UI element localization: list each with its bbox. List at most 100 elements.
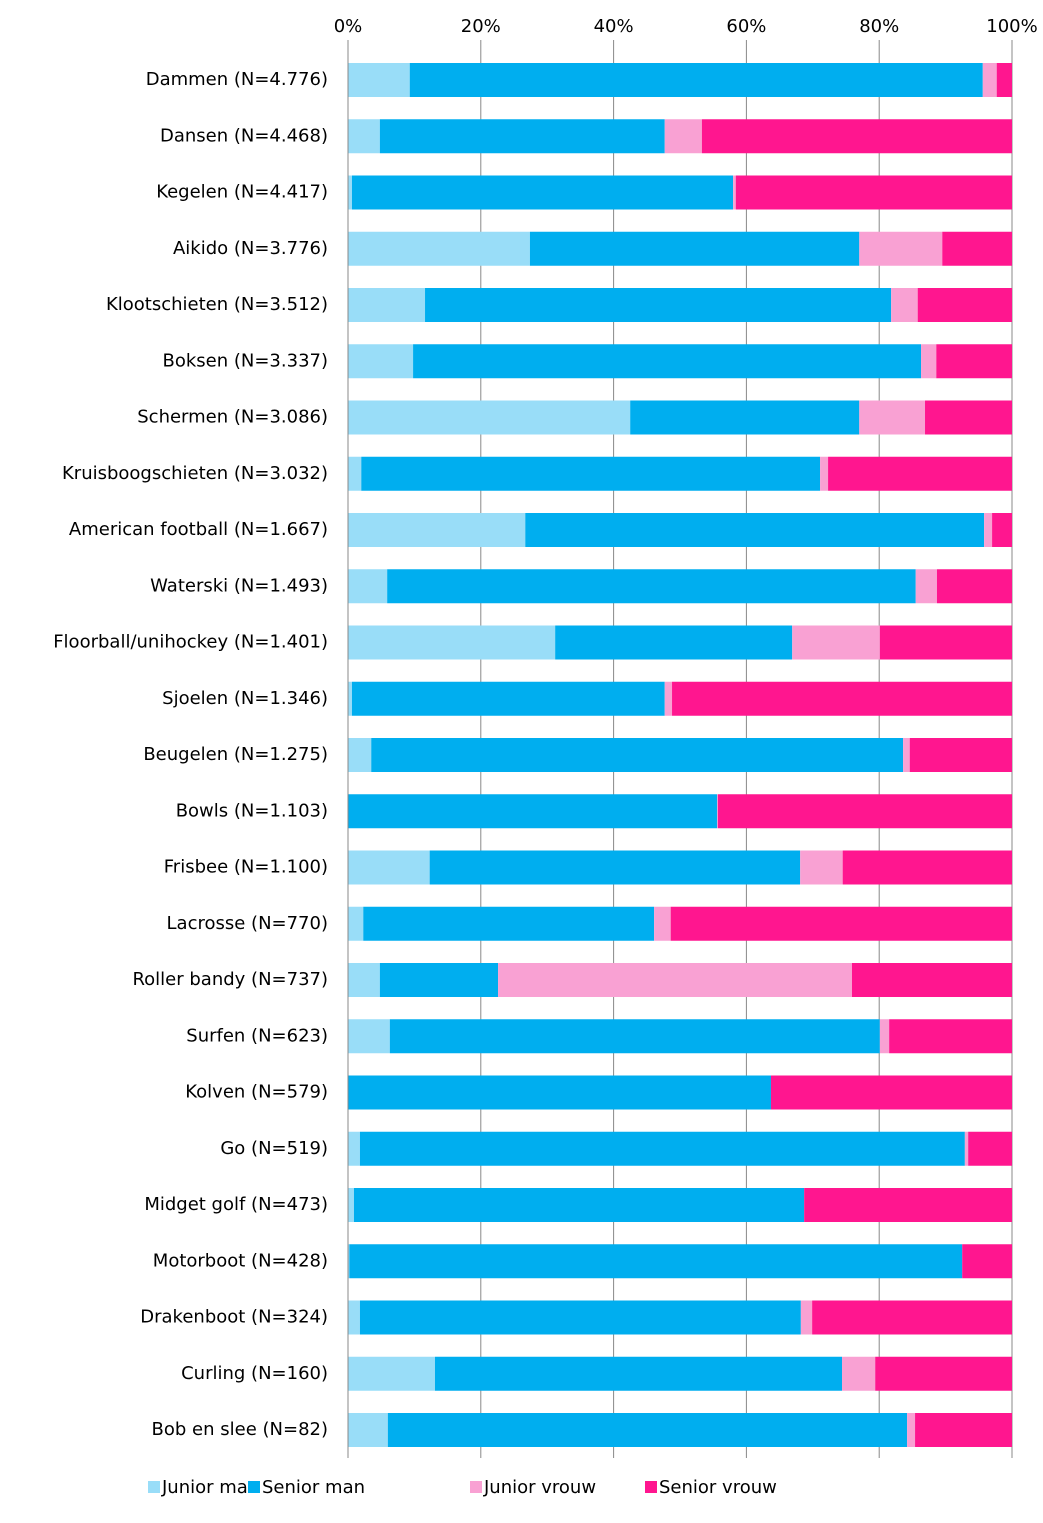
bar-segment bbox=[348, 175, 352, 210]
bar-segment bbox=[800, 850, 843, 885]
legend-label: Senior vrouw bbox=[659, 1477, 777, 1498]
bar-segment bbox=[409, 63, 983, 97]
bar-segment bbox=[348, 1356, 435, 1391]
legend-swatch bbox=[148, 1481, 160, 1493]
bar-segment bbox=[936, 569, 1012, 604]
bar-segment bbox=[348, 1188, 354, 1222]
y-tick-label: Schermen (N=3.086) bbox=[137, 407, 328, 428]
bar-segment bbox=[389, 1019, 880, 1054]
legend-label: Junior man bbox=[161, 1477, 259, 1498]
bar-segment bbox=[735, 175, 1012, 210]
x-tick-label: 40% bbox=[594, 16, 634, 37]
bar-segment bbox=[348, 231, 530, 266]
bar-segment bbox=[733, 175, 736, 210]
y-tick-label: Midget golf (N=473) bbox=[144, 1194, 328, 1215]
bar-segment bbox=[348, 119, 380, 154]
bar-segment bbox=[348, 344, 414, 379]
bar-segment bbox=[968, 1131, 1012, 1166]
bar-segment bbox=[348, 906, 364, 941]
y-tick-label: Klootschieten (N=3.512) bbox=[106, 294, 328, 315]
bar-segment bbox=[348, 456, 362, 491]
y-tick-label: Curling (N=160) bbox=[181, 1363, 328, 1384]
y-tick-label: Surfen (N=623) bbox=[186, 1025, 328, 1046]
bar-segment bbox=[800, 1300, 813, 1335]
y-tick-label: Dansen (N=4.468) bbox=[160, 125, 328, 146]
bar-segment bbox=[828, 456, 1012, 491]
bar-segment bbox=[348, 625, 556, 660]
x-tick-label: 80% bbox=[859, 16, 899, 37]
bar-segment bbox=[936, 344, 1012, 379]
bar-segment bbox=[363, 906, 655, 941]
bar-segment bbox=[879, 625, 1012, 660]
bar-segment bbox=[992, 513, 1012, 547]
bar-segment bbox=[804, 1188, 1012, 1222]
y-tick-label: Kruisboogschieten (N=3.032) bbox=[62, 463, 328, 484]
bar-segment bbox=[348, 1075, 771, 1110]
bar-segment bbox=[348, 1019, 390, 1054]
bar-segment bbox=[915, 569, 937, 604]
bar-segment bbox=[555, 625, 793, 660]
bar-segment bbox=[770, 1075, 1012, 1110]
bar-segment bbox=[434, 1356, 843, 1391]
bar-segment bbox=[351, 175, 734, 210]
y-tick-label: Frisbee (N=1.100) bbox=[164, 857, 328, 878]
bar-segment bbox=[982, 63, 997, 97]
bar-segment bbox=[359, 1300, 801, 1335]
legend-label: Senior man bbox=[262, 1477, 365, 1498]
bar-segment bbox=[875, 1356, 1012, 1391]
bar-segment bbox=[348, 1413, 388, 1447]
y-tick-label: Floorball/unihockey (N=1.401) bbox=[53, 632, 328, 653]
bar-segment bbox=[962, 1244, 1012, 1279]
bar-segment bbox=[889, 1019, 1012, 1054]
bar-segment bbox=[348, 963, 380, 997]
bar-segment bbox=[353, 1188, 805, 1222]
bar-segment bbox=[429, 850, 801, 885]
y-tick-label: Go (N=519) bbox=[220, 1138, 328, 1159]
bar-segment bbox=[717, 794, 1012, 829]
y-tick-label: Dammen (N=4.776) bbox=[146, 69, 328, 90]
bar-segment bbox=[348, 1300, 360, 1335]
bar-segment bbox=[348, 63, 410, 97]
x-tick-label: 20% bbox=[461, 16, 501, 37]
bar-segment bbox=[907, 1413, 916, 1447]
y-tick-label: Boksen (N=3.337) bbox=[163, 350, 329, 371]
x-tick-label: 0% bbox=[334, 16, 363, 37]
bar-segment bbox=[942, 231, 1012, 266]
bar-segment bbox=[348, 1131, 360, 1166]
bar-segment bbox=[348, 850, 430, 885]
bar-segment bbox=[909, 738, 1012, 772]
y-tick-label: Drakenboot (N=324) bbox=[140, 1307, 328, 1328]
bar-segment bbox=[387, 1413, 908, 1447]
bar-segment bbox=[917, 288, 1012, 322]
bar-segment bbox=[361, 456, 821, 491]
y-tick-label: Bob en slee (N=82) bbox=[152, 1419, 328, 1440]
y-tick-label: Kegelen (N=4.417) bbox=[156, 182, 328, 203]
bar-segment bbox=[348, 288, 426, 322]
bar-segment bbox=[348, 794, 718, 829]
bar-segment bbox=[349, 1244, 963, 1279]
y-tick-label: Lacrosse (N=770) bbox=[167, 913, 328, 934]
bar-segment bbox=[842, 1356, 876, 1391]
bar-segment bbox=[630, 400, 860, 435]
bar-segment bbox=[812, 1300, 1012, 1335]
bar-segment bbox=[359, 1131, 965, 1166]
bar-segment bbox=[348, 513, 526, 547]
y-tick-label: Waterski (N=1.493) bbox=[150, 575, 328, 596]
bar-segment bbox=[903, 738, 910, 772]
bar-segment bbox=[670, 906, 1012, 941]
bar-segment bbox=[820, 456, 829, 491]
bar-segment bbox=[879, 1019, 890, 1054]
bar-segment bbox=[842, 850, 1012, 885]
bar-segment bbox=[529, 231, 860, 266]
y-tick-label: Bowls (N=1.103) bbox=[176, 800, 328, 821]
bar-segment bbox=[664, 681, 673, 716]
bar-segment bbox=[425, 288, 892, 322]
bar-segment bbox=[964, 1131, 969, 1166]
bar-segment bbox=[348, 1244, 350, 1279]
bar-segment bbox=[701, 119, 1012, 154]
bar-segment bbox=[915, 1413, 1012, 1447]
x-tick-label: 60% bbox=[726, 16, 766, 37]
bar-segment bbox=[984, 513, 993, 547]
y-tick-label: Kolven (N=579) bbox=[185, 1082, 328, 1103]
